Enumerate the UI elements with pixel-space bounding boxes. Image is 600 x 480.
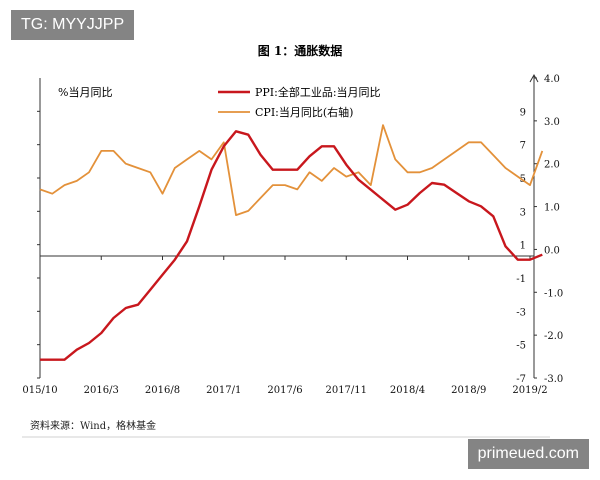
y-right-tick-label: 1.0: [544, 203, 560, 214]
y-right-tick-label: 3.0: [544, 117, 560, 128]
x-tick-label: 2018/9: [451, 385, 486, 396]
y-left-tick-label: 1: [520, 241, 526, 252]
ppi-series-line: [40, 130, 543, 361]
y-left-tick-label: -1: [516, 274, 526, 285]
cpi-series-line: [39, 124, 544, 216]
y-left-tick-label: -7: [516, 374, 526, 385]
y-left-tick-label: 7: [520, 141, 526, 152]
y-right-tick-label: 2.0: [544, 160, 560, 171]
x-tick-label: 2017/1: [206, 385, 241, 396]
x-tick-label: 2016/8: [145, 385, 180, 396]
x-tick-label: 015/10: [22, 385, 57, 396]
y-right-tick-label: -1.0: [544, 288, 563, 299]
y-left-tick-label: 9: [520, 107, 526, 118]
x-tick-label: 2017/11: [325, 385, 367, 396]
watermark-bottom: primeued.com: [467, 439, 589, 469]
x-tick-label: 2018/4: [390, 385, 425, 396]
y-axis-right-arrow: [529, 73, 539, 83]
y-right-tick-label: -2.0: [544, 331, 563, 342]
y-axis-label-left: %当月同比: [58, 85, 112, 99]
x-tick-label: 2017/6: [267, 385, 302, 396]
source-note: 资料来源：Wind，格林基金: [30, 419, 156, 432]
y-left-tick-label: -3: [516, 307, 526, 318]
x-tick-label: 2019/2: [512, 385, 547, 396]
y-left-tick-label: -5: [516, 341, 526, 352]
y-right-tick-label: 0.0: [544, 245, 560, 256]
y-right-tick-label: -3.0: [544, 374, 563, 385]
y-left-tick-label: 3: [520, 207, 526, 218]
x-tick-label: 2016/3: [84, 385, 119, 396]
chart-title: 图 1：通胀数据: [258, 43, 343, 58]
y-right-tick-label: 4.0: [544, 74, 560, 85]
legend-label-ppi: PPI:全部工业品:当月同比: [255, 85, 381, 99]
watermark-top: TG: MYYJJPP: [11, 10, 135, 40]
legend-label-cpi: CPI:当月同比(右轴): [255, 105, 353, 119]
